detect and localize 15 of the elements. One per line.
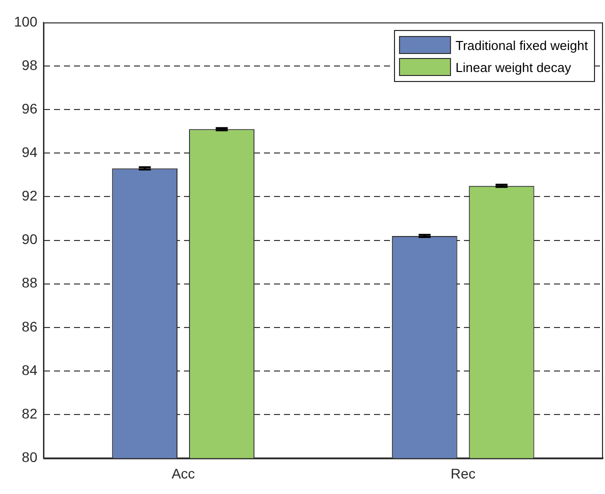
x-tick-label: Rec	[450, 465, 476, 482]
y-tick-label: 100	[14, 13, 38, 30]
x-tick-label: Acc	[172, 465, 195, 482]
y-tick-label: 90	[22, 231, 38, 248]
y-tick-label: 98	[22, 56, 38, 73]
y-tick-label: 92	[22, 188, 38, 204]
legend-label: Linear weight decay	[456, 60, 572, 75]
y-tick-label: 96	[22, 100, 38, 116]
y-tick-label: 94	[22, 144, 38, 160]
y-tick-label: 88	[22, 274, 38, 291]
legend-label: Traditional fixed weight	[456, 38, 588, 53]
y-tick-label: 80	[22, 449, 38, 466]
y-tick-label: 82	[22, 405, 38, 422]
y-tick-label: 84	[22, 362, 38, 378]
y-tick-label: 86	[22, 318, 38, 334]
